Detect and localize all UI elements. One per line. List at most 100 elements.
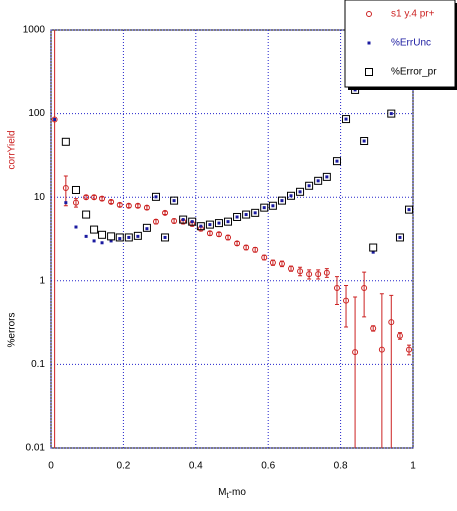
point xyxy=(152,218,159,225)
point xyxy=(260,203,269,212)
point xyxy=(206,230,213,237)
x-tick-label: 0.4 xyxy=(189,461,203,472)
y-tick-label: 0.1 xyxy=(31,359,45,370)
point xyxy=(378,346,385,353)
point xyxy=(371,250,375,254)
point xyxy=(407,208,411,212)
point xyxy=(244,213,248,217)
point xyxy=(199,224,203,228)
point xyxy=(134,202,141,209)
y-tick-label: 1 xyxy=(39,275,45,286)
legend-marker xyxy=(367,41,371,45)
point xyxy=(325,175,329,179)
point xyxy=(61,137,70,146)
point xyxy=(305,181,314,190)
x-tick-label: 1 xyxy=(410,461,416,472)
point xyxy=(343,297,350,304)
point xyxy=(53,118,57,122)
point xyxy=(226,220,230,224)
x-axis-label-part: t xyxy=(226,491,229,500)
point xyxy=(107,232,116,241)
point xyxy=(225,234,232,241)
point xyxy=(262,206,266,210)
point xyxy=(100,241,104,245)
point xyxy=(171,217,178,224)
point xyxy=(268,201,277,210)
point xyxy=(91,194,98,201)
point xyxy=(335,159,339,163)
legend-marker xyxy=(365,68,373,76)
point xyxy=(298,190,302,194)
point xyxy=(278,260,285,267)
legend: s1 y.4 pr+ %ErrUnc %Error_pr xyxy=(344,0,457,90)
point xyxy=(233,212,242,221)
point xyxy=(243,244,250,251)
point xyxy=(125,202,132,209)
point xyxy=(90,225,99,234)
point xyxy=(118,237,122,241)
point xyxy=(98,230,107,239)
point xyxy=(370,325,377,332)
point xyxy=(342,115,351,124)
point xyxy=(297,268,304,275)
point xyxy=(269,259,276,266)
error-bar xyxy=(344,284,349,328)
point xyxy=(316,179,320,183)
point xyxy=(235,215,239,219)
point xyxy=(72,199,79,206)
point xyxy=(82,210,91,219)
point xyxy=(172,199,176,203)
point xyxy=(323,269,330,276)
point xyxy=(116,201,123,208)
point xyxy=(154,195,158,199)
point xyxy=(396,332,403,339)
point xyxy=(83,194,90,201)
point xyxy=(99,195,106,202)
point xyxy=(389,112,393,116)
point xyxy=(108,198,115,205)
point xyxy=(306,271,313,278)
point xyxy=(109,239,113,243)
point xyxy=(242,210,251,219)
error-bar xyxy=(54,30,56,448)
x-tick-label: 0 xyxy=(48,461,54,472)
point xyxy=(253,211,257,215)
point xyxy=(405,205,413,214)
point xyxy=(360,137,369,146)
legend-label: s1 y.4 pr+ xyxy=(391,9,435,20)
legend-label: %Error_pr xyxy=(391,67,437,78)
point xyxy=(163,235,167,239)
point xyxy=(145,227,149,231)
y-tick-label: 10 xyxy=(34,192,46,203)
point xyxy=(151,192,160,201)
point xyxy=(315,271,322,278)
point xyxy=(92,239,96,243)
point xyxy=(322,172,331,181)
point xyxy=(142,223,151,232)
point xyxy=(387,109,396,118)
point xyxy=(369,243,378,252)
point xyxy=(64,201,68,205)
point xyxy=(344,117,348,121)
point xyxy=(333,285,340,292)
point xyxy=(406,346,413,353)
point xyxy=(287,191,296,200)
y-axis-label: corrYield xyxy=(7,130,18,169)
point xyxy=(398,235,402,239)
point xyxy=(288,265,295,272)
point xyxy=(196,222,205,231)
point xyxy=(115,233,124,242)
point xyxy=(124,233,133,242)
point xyxy=(74,225,78,229)
point xyxy=(307,184,311,188)
point xyxy=(208,223,212,227)
point xyxy=(388,319,395,326)
point xyxy=(190,220,194,224)
legend-box xyxy=(344,0,456,88)
point xyxy=(277,196,286,205)
point xyxy=(162,209,169,216)
point xyxy=(224,217,233,226)
point xyxy=(361,285,368,292)
point xyxy=(251,208,260,217)
legend-label: %ErrUnc xyxy=(391,38,431,49)
